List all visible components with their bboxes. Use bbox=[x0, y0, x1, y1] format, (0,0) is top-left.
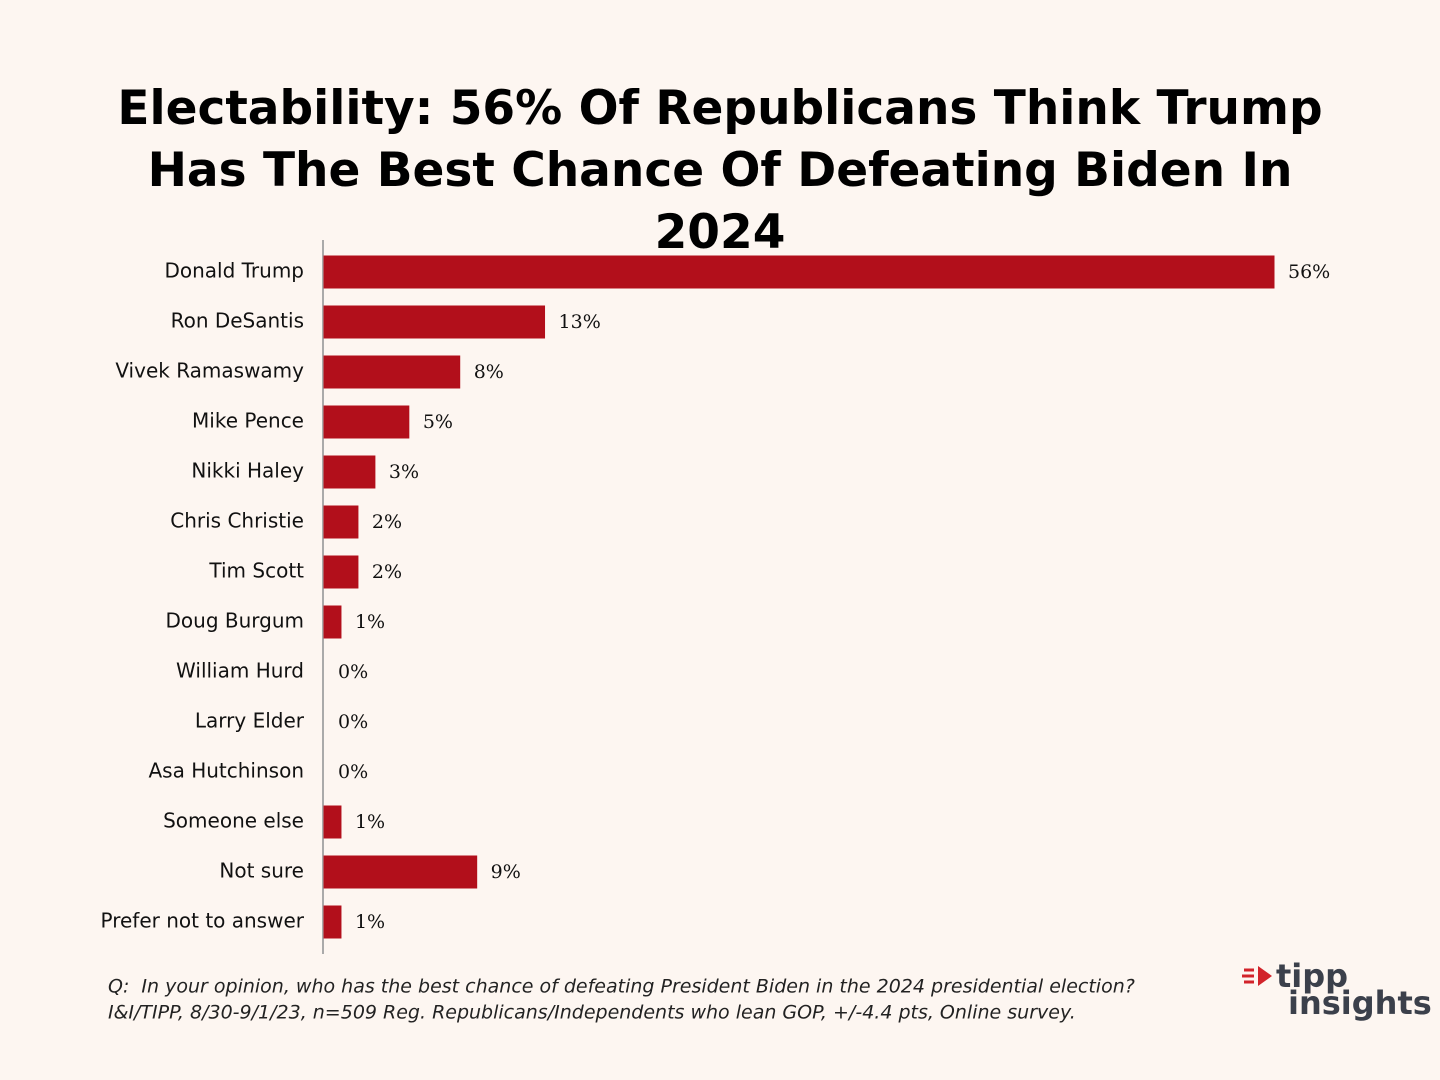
bar bbox=[323, 355, 461, 389]
category-label: Someone else bbox=[163, 809, 304, 833]
value-label: 0% bbox=[338, 761, 368, 783]
category-label: Larry Elder bbox=[195, 709, 305, 733]
category-label: Not sure bbox=[219, 859, 304, 883]
value-label: 13% bbox=[559, 311, 601, 333]
bar bbox=[323, 805, 342, 839]
value-label: 1% bbox=[355, 811, 385, 833]
bar bbox=[323, 255, 1275, 289]
value-label: 2% bbox=[372, 511, 402, 533]
category-label: Doug Burgum bbox=[166, 609, 305, 633]
logo-text: insights bbox=[1288, 984, 1432, 1022]
value-label: 56% bbox=[1288, 261, 1330, 283]
value-label: 1% bbox=[355, 911, 385, 933]
bar bbox=[323, 455, 376, 489]
value-label: 8% bbox=[474, 361, 504, 383]
footnote: Q: In your opinion, who has the best cha… bbox=[108, 976, 1135, 998]
value-label: 3% bbox=[389, 461, 419, 483]
category-label: William Hurd bbox=[176, 659, 304, 683]
bar bbox=[323, 855, 478, 889]
category-label: Mike Pence bbox=[192, 409, 304, 433]
value-label: 1% bbox=[355, 611, 385, 633]
category-label: Vivek Ramaswamy bbox=[115, 359, 304, 383]
logo-text: tipp bbox=[1276, 957, 1348, 995]
bar bbox=[323, 505, 359, 539]
category-label: Chris Christie bbox=[170, 509, 304, 533]
category-label: Prefer not to answer bbox=[100, 909, 304, 933]
bar bbox=[323, 905, 342, 939]
category-label: Asa Hutchinson bbox=[148, 759, 304, 783]
logo-icon bbox=[1242, 966, 1272, 986]
bar bbox=[323, 555, 359, 589]
value-label: 0% bbox=[338, 711, 368, 733]
value-label: 0% bbox=[338, 661, 368, 683]
category-label: Nikki Haley bbox=[191, 459, 304, 483]
bar bbox=[323, 305, 546, 339]
chart-title: Electability: 56% Of Republicans Think T… bbox=[117, 81, 1323, 260]
value-label: 9% bbox=[491, 861, 521, 883]
value-label: 2% bbox=[372, 561, 402, 583]
category-label: Tim Scott bbox=[208, 559, 304, 583]
bar bbox=[323, 405, 410, 439]
footnote: I&I/TIPP, 8/30-9/1/23, n=509 Reg. Republ… bbox=[108, 1002, 1076, 1024]
value-label: 5% bbox=[423, 411, 453, 433]
category-label: Ron DeSantis bbox=[171, 309, 304, 333]
category-label: Donald Trump bbox=[164, 259, 304, 283]
bar bbox=[323, 605, 342, 639]
